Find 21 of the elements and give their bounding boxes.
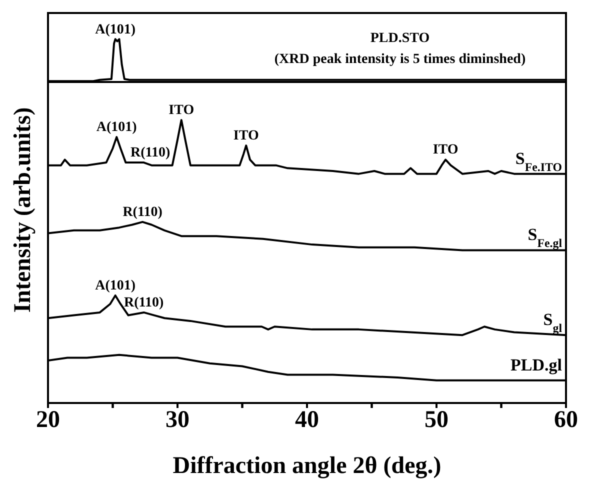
annotation: ITO xyxy=(233,128,259,144)
x-tick-label: 60 xyxy=(554,407,578,434)
y-axis-title: Intensity (arb.units) xyxy=(10,107,36,313)
annotation: A(101) xyxy=(96,120,138,136)
annotation: ITO xyxy=(432,142,458,158)
annotation: R(110) xyxy=(124,295,164,310)
series-label: S$_{Fe.ITO}$ xyxy=(515,148,562,174)
annotation: A(101) xyxy=(95,22,136,38)
annotation: R(110) xyxy=(130,146,170,161)
text: PLD.STO xyxy=(370,31,430,46)
x-axis-title: Diffraction angle 2θ (deg.) xyxy=(172,453,442,479)
annotation: ITO xyxy=(168,103,194,118)
x-tick-label: 40 xyxy=(295,407,319,434)
annotation: (XRD peak intensity is 5 times diminshed) xyxy=(274,52,526,67)
x-tick-label: 30 xyxy=(166,407,190,434)
series-label: S$_{Fe.gl}$ xyxy=(528,225,563,250)
annotation: R(110) xyxy=(122,204,163,220)
annotation: A(101) xyxy=(95,278,136,294)
series-label: PLD.gl xyxy=(510,355,562,374)
x-tick-label: 50 xyxy=(424,407,448,434)
x-tick-label: 20 xyxy=(36,407,60,434)
